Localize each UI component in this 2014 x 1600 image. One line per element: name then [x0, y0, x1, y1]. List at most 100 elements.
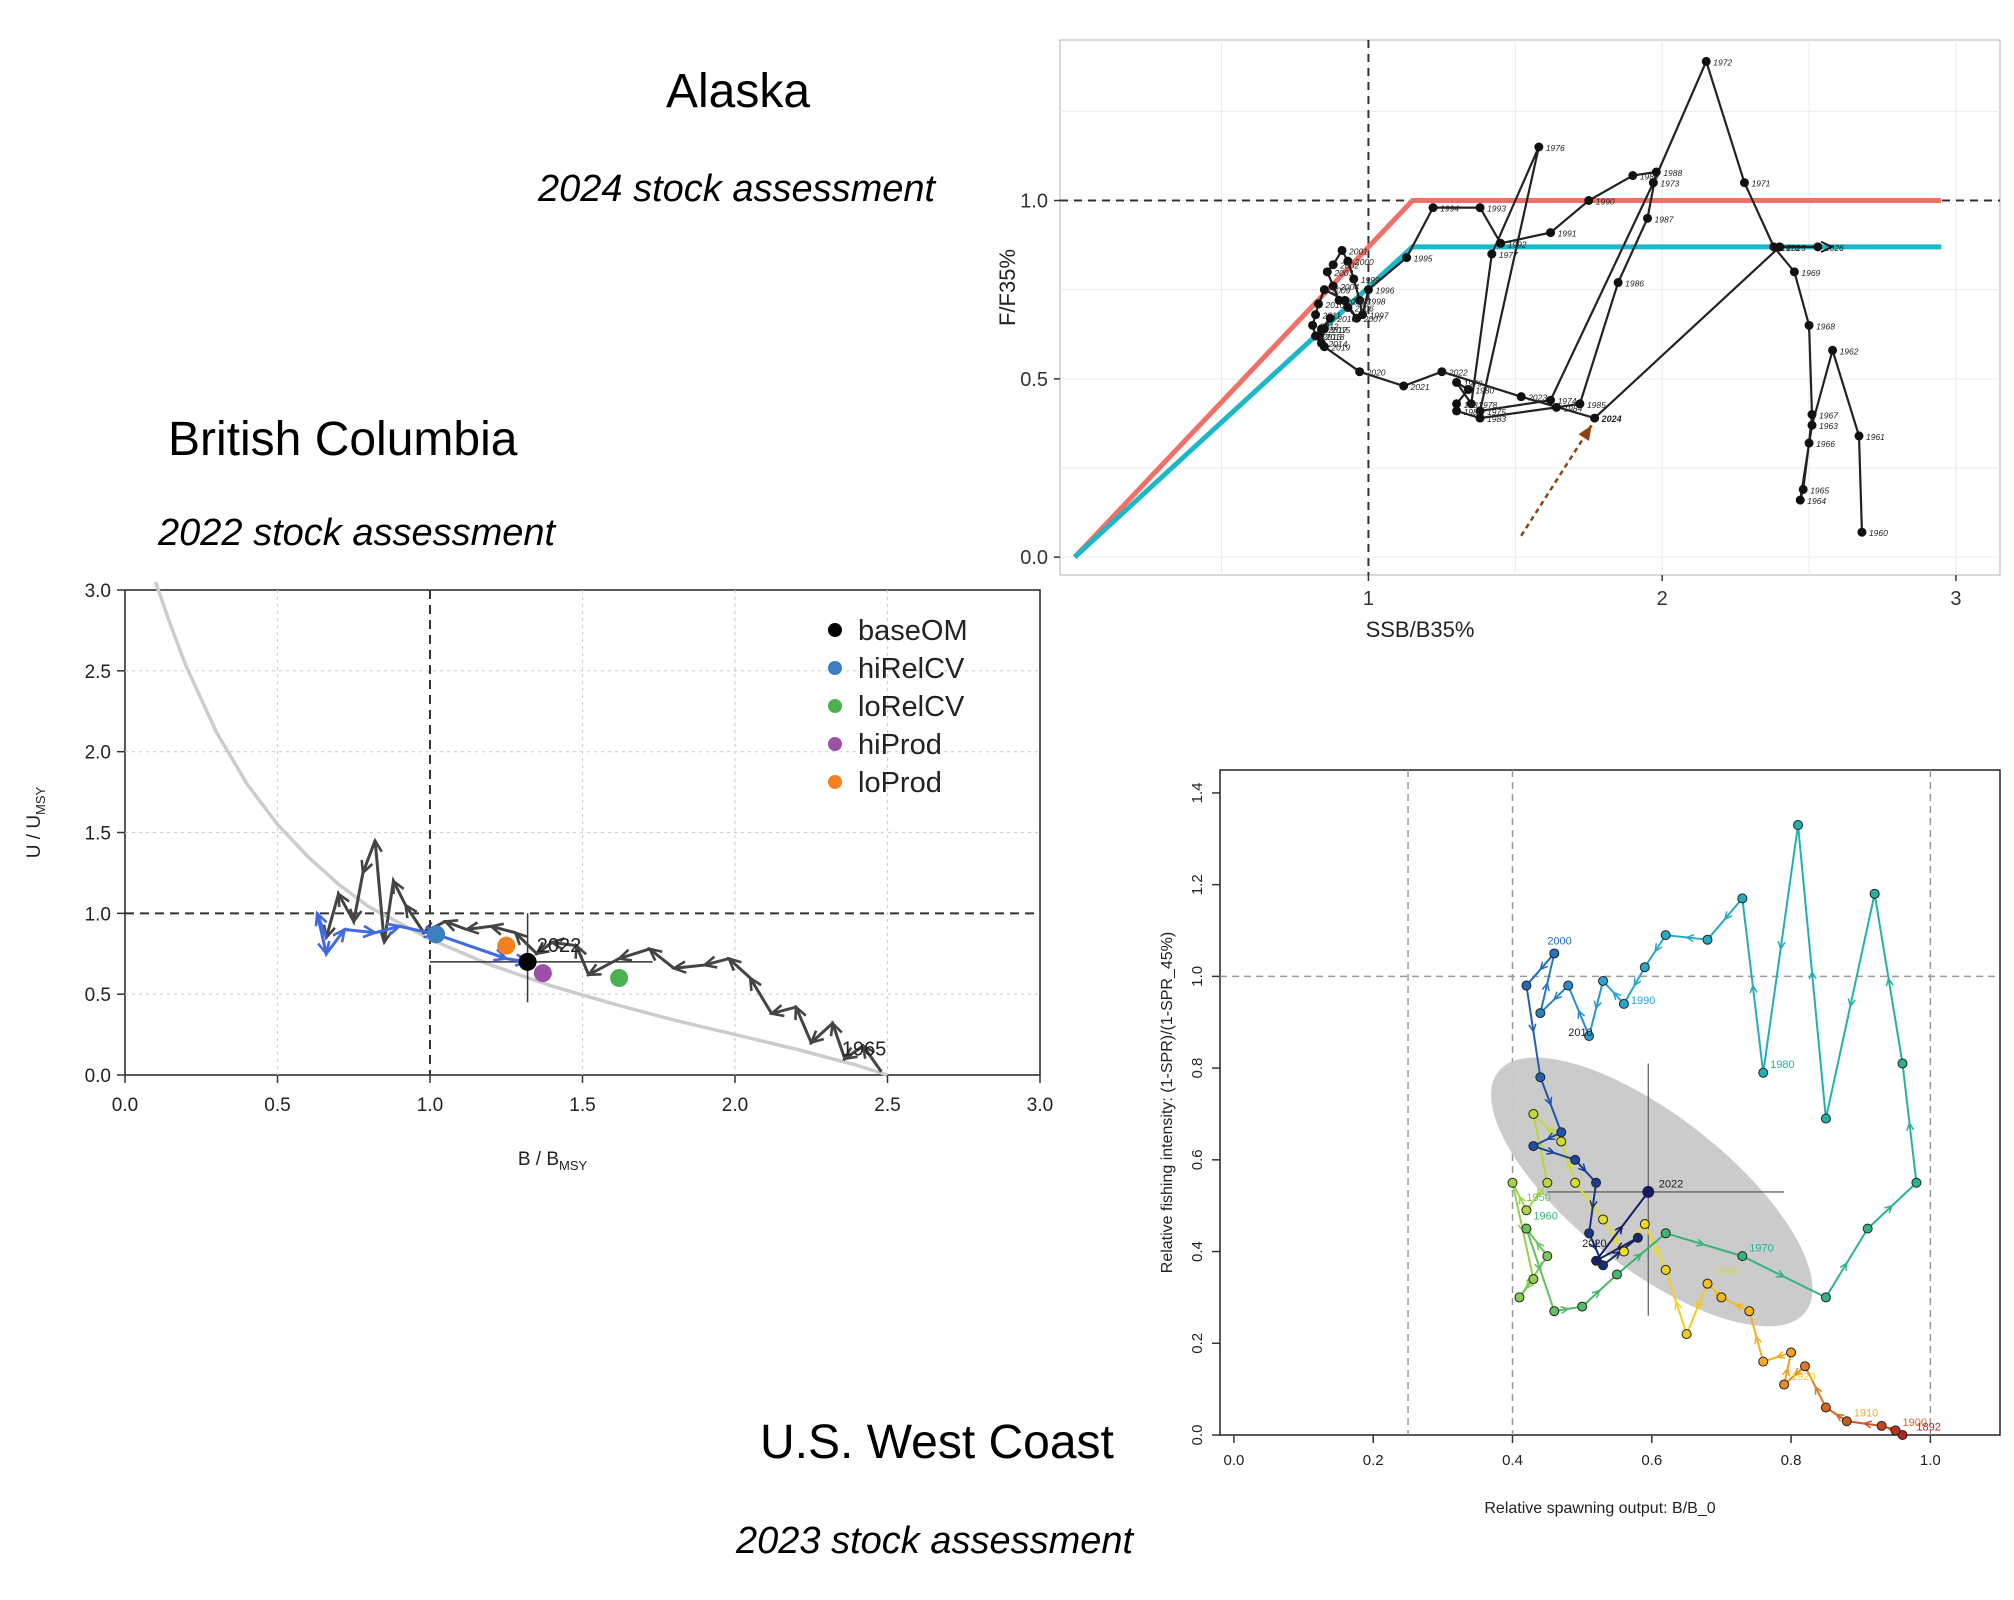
ak-point [1584, 196, 1594, 205]
wc-trajectory-arrowhead [1566, 1160, 1575, 1171]
ak-year-label: 1992 [1508, 239, 1527, 249]
ak-year-label: 1981 [1464, 400, 1483, 410]
bc-trajectory-recent-arrowhead [317, 940, 331, 957]
ak-point [1813, 242, 1823, 252]
ak-point [1322, 267, 1332, 277]
ak-year-label: 2022 [1448, 368, 1468, 378]
wc-point [1598, 1260, 1609, 1271]
ak-year-label: 1993 [1487, 204, 1506, 214]
wc-ytick-label: 0.8 [1189, 1058, 1206, 1079]
ak-point [1551, 402, 1561, 412]
ak-point [1452, 377, 1462, 387]
bc-trajectory-recent-arrowhead [314, 910, 328, 927]
ak-point [1452, 399, 1462, 409]
wc-trajectory-arrowhead [1633, 977, 1642, 988]
bc-trajectory-recent-arrowhead [362, 924, 379, 939]
wc-point [1890, 1425, 1901, 1436]
ak-year-label: 1973 [1660, 179, 1679, 189]
ak-year-label: 2000 [1354, 257, 1374, 267]
ak-year-label: 2006 [1354, 304, 1374, 314]
bc-legend-marker [828, 699, 842, 713]
ak-year-label: 2023 [1527, 393, 1547, 403]
wc-point [1549, 1306, 1560, 1317]
ak-point [1352, 313, 1362, 323]
ak-year-label: 2025 [1786, 243, 1806, 253]
ak-point [1328, 281, 1338, 291]
bc-trajectory-arrowhead [379, 929, 393, 946]
wc-trajectory-arrowhead [1593, 1000, 1602, 1011]
ak-point [1807, 420, 1817, 430]
wc-trajectory-arrowhead [1674, 1300, 1683, 1311]
ak-point [1496, 238, 1506, 248]
ak-year-label: 1969 [1801, 268, 1820, 278]
uswc-title: U.S. West Coast [760, 1416, 1114, 1469]
ak-year-label: 1962 [1840, 346, 1859, 356]
ak-year-label: 2016 [1336, 314, 1356, 324]
ak-year-label: 2017 [1327, 325, 1347, 335]
ak-point [1575, 399, 1585, 409]
ak-year-label: 1979 [1464, 378, 1483, 388]
wc-point [1779, 1379, 1790, 1390]
bc-legend-label: loRelCV [858, 691, 965, 723]
wc-xtick-label: 1.0 [1920, 1452, 1941, 1469]
bc-trajectory-arrowhead [549, 937, 565, 951]
wc-point [1793, 820, 1804, 831]
wc-trajectory-arrowhead [1713, 1289, 1723, 1299]
bc-ylabel: U / UMSY [24, 786, 48, 858]
ak-year-label: 1994 [1440, 204, 1459, 214]
wc-trajectory-arrowhead [1775, 1350, 1786, 1359]
wc-trajectory-arrowhead [1695, 1300, 1704, 1311]
bc-trajectory-recent-arrowhead [386, 922, 403, 936]
ak-year-label: 1972 [1713, 57, 1732, 67]
wc-year-label: 1970 [1749, 1243, 1773, 1255]
bc-trajectory-arrowhead [360, 859, 374, 876]
bc-trajectory-arrowhead [534, 941, 550, 956]
wc-year-label: 1960 [1533, 1210, 1557, 1222]
wc-point [1862, 1223, 1873, 1234]
wc-point [1598, 1214, 1609, 1225]
wc-point [1591, 1177, 1602, 1188]
wc-trajectory-arrowhead [1539, 961, 1549, 971]
ak-year-label: 1966 [1816, 439, 1835, 449]
wc-trajectory-arrowhead [1654, 1245, 1662, 1255]
wc-xlabel: Relative spawning output: B/B_0 [1484, 1500, 1715, 1517]
wc-trajectory-arrowhead [1776, 1270, 1786, 1278]
ak-year-label: 2020 [1366, 368, 1386, 378]
wc-trajectory-arrowhead [1541, 981, 1550, 992]
ak-point [1628, 171, 1638, 181]
wc-year-label: 1900 [1903, 1417, 1927, 1429]
ak-year-label: 1999 [1361, 275, 1380, 285]
ak-point [1857, 527, 1867, 537]
ak-year-label: 1975 [1487, 407, 1506, 417]
bc-trajectory-arrowhead [701, 955, 718, 969]
ak-year-label: 1978 [1478, 400, 1497, 410]
wc-year-label: 1892 [1916, 1421, 1940, 1433]
ak-year-label: 2005 [1345, 296, 1365, 306]
wc-trajectory-arrowhead [1546, 1126, 1556, 1136]
ak-point [1399, 381, 1409, 391]
bc-trajectory-arrowhead [574, 942, 588, 959]
ak-point [1475, 413, 1485, 423]
wc-trajectory-arrowhead [1723, 911, 1733, 921]
wc-trajectory-arrowhead [1560, 1305, 1570, 1315]
ak-point [1546, 395, 1556, 405]
bc-trajectory-arrowhead [403, 902, 418, 919]
ak-point [1613, 278, 1623, 288]
wc-point [1535, 1008, 1546, 1019]
ak-ytick-label: 0.5 [1020, 369, 1048, 391]
wc-ytick-label: 0.4 [1189, 1241, 1206, 1262]
ak-year-label: 1987 [1655, 214, 1674, 224]
wc-point [1758, 1356, 1769, 1367]
wc-point [1639, 962, 1650, 973]
bc-xtick-label: 0.0 [112, 1095, 138, 1116]
bc-legend-marker [828, 623, 842, 637]
bc-trajectory-arrowhead [463, 921, 480, 935]
ak-year-label: 2007 [1363, 314, 1383, 324]
bc-xtick-label: 1.5 [569, 1095, 595, 1116]
ak-point [1516, 392, 1526, 402]
ak-year-label: 1976 [1546, 143, 1565, 153]
ak-xtick-label: 3 [1950, 588, 1961, 610]
bc-legend-label: baseOM [858, 615, 968, 647]
wc-point [1542, 1177, 1553, 1188]
bc-trajectory [324, 840, 883, 1073]
